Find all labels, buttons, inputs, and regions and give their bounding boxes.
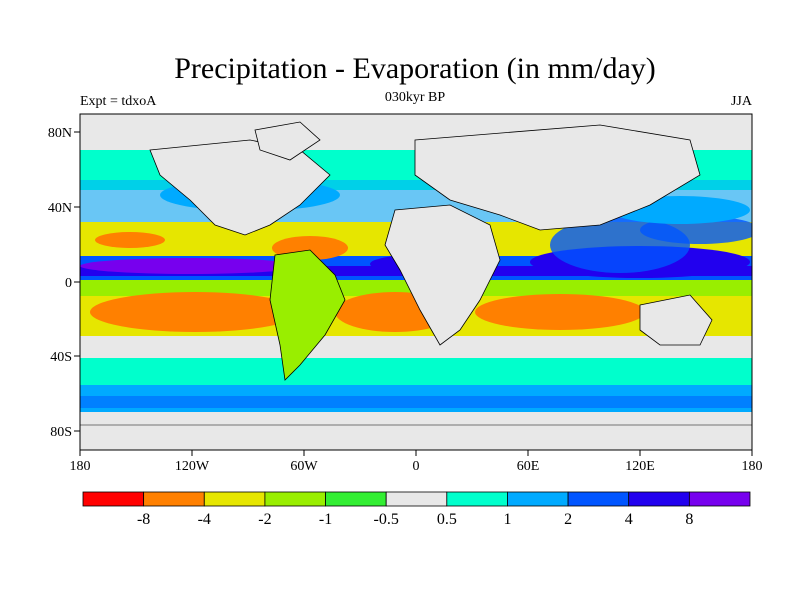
lon-tick-label: 0 (413, 459, 420, 474)
lon-tick-label: 120W (175, 459, 210, 474)
lon-tick-label: 120E (625, 459, 655, 474)
colorbar-swatch (264, 491, 326, 507)
colorbar-label: 0.5 (437, 511, 457, 528)
colorbar-label: -4 (198, 511, 211, 528)
colorbar-label: -2 (258, 511, 271, 528)
colorbar-label: 1 (503, 511, 511, 528)
colorbar-swatch (446, 491, 508, 507)
colorbar-label: -0.5 (374, 511, 399, 528)
period-label: 030kyr BP (384, 90, 446, 105)
colorbar-swatch (507, 491, 569, 507)
season-label: JJA (730, 94, 752, 109)
colorbar: -8 -4 -2 -1 -0.5 0.5 1 2 4 8 (82, 491, 751, 528)
colorbar-swatch (325, 491, 387, 507)
colorbar-swatch (628, 491, 690, 507)
colorbar-label: 2 (564, 511, 572, 528)
colorbar-swatch (203, 491, 266, 507)
lon-tick-label: 180 (70, 459, 91, 474)
lat-tick-label: 80S (50, 425, 72, 440)
tick-marks (74, 131, 753, 456)
lon-tick-label: 60W (290, 459, 318, 474)
page-title: Precipitation - Evaporation (in mm/day) (174, 52, 656, 85)
experiment-label: Expt = tdxoA (80, 94, 157, 109)
lat-tick-label: 40S (50, 350, 72, 365)
colorbar-label: -8 (137, 511, 150, 528)
lat-tick-label: 80N (48, 126, 72, 141)
precip-field (80, 114, 752, 450)
colorbar-swatch (567, 491, 630, 507)
colorbar-swatch (385, 491, 448, 507)
colorbar-label: 8 (685, 511, 693, 528)
lon-tick-label: 60E (517, 459, 540, 474)
colorbar-label: 4 (625, 511, 633, 528)
lon-tick-label: 180 (742, 459, 763, 474)
lat-tick-label: 40N (48, 201, 72, 216)
colorbar-swatch (688, 491, 751, 507)
colorbar-swatch (82, 491, 145, 507)
colorbar-label: -1 (319, 511, 332, 528)
lat-tick-label: 0 (65, 276, 72, 291)
colorbar-swatch (143, 491, 205, 507)
